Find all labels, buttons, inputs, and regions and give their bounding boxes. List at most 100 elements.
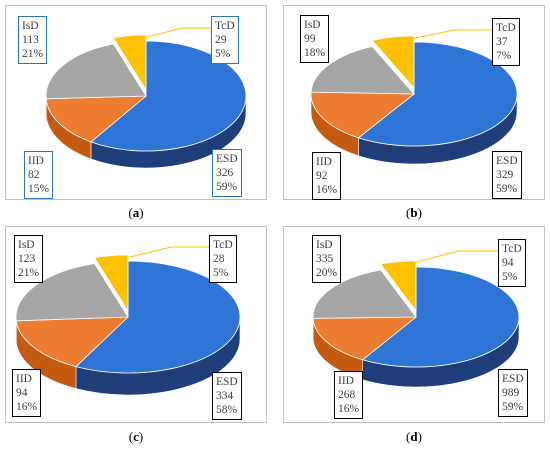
- label-tcd-d: TcD 94 5%: [498, 239, 526, 287]
- caption-c: (c): [128, 429, 144, 444]
- label-iid-b: IID 92 16%: [312, 152, 342, 200]
- slice-isd-a: [45, 43, 147, 100]
- label-tcd-d-percent: 5%: [502, 271, 518, 283]
- chart-panel-b: IsD 99 18% TcD 37 7% IID 92 16% ESD 329 …: [283, 5, 545, 200]
- label-isd-c-value: 123: [18, 253, 36, 265]
- chart-panel-d: IsD 335 20% TcD 94 5% IID 268 16% ESD 98…: [283, 226, 545, 423]
- caption-d-letter: d: [410, 429, 418, 444]
- label-isd-c-name: IsD: [18, 239, 35, 251]
- label-esd-b: ESD 329 59%: [492, 151, 522, 199]
- label-esd-c-percent: 58%: [216, 404, 238, 416]
- slice-tcd-a: [112, 34, 147, 92]
- label-tcd-d-name: TcD: [502, 243, 522, 255]
- label-esd-a: ESD 326 59%: [212, 149, 242, 197]
- leader-line-tcd-b: [394, 29, 494, 43]
- label-iid-b-percent: 16%: [316, 184, 338, 196]
- label-iid-d-value: 268: [338, 389, 356, 401]
- caption-d: (d): [406, 429, 422, 444]
- slice-iid-d: [312, 316, 418, 361]
- label-iid-a-percent: 15%: [28, 183, 50, 195]
- label-tcd-c-name: TcD: [213, 239, 233, 251]
- label-tcd-a-value: 29: [215, 34, 227, 46]
- leader-line-tcd-d: [399, 250, 500, 268]
- label-iid-c: IID 94 16%: [12, 369, 42, 417]
- label-esd-a-name: ESD: [216, 153, 238, 165]
- label-isd-c: IsD 123 21%: [14, 235, 44, 283]
- label-isd-d-value: 335: [316, 253, 334, 265]
- label-isd-b-name: IsD: [304, 19, 321, 31]
- label-isd-b-value: 99: [304, 33, 316, 45]
- slice-isd-c: [15, 263, 129, 322]
- label-esd-c-value: 334: [216, 390, 234, 402]
- caption-b-letter: b: [410, 205, 418, 220]
- caption-a-letter: a: [132, 205, 140, 220]
- label-isd-a-name: IsD: [22, 20, 39, 32]
- label-tcd-a: TcD 29 5%: [211, 16, 239, 64]
- slice-isd-b: [310, 46, 415, 95]
- label-isd-b: IsD 99 18%: [300, 15, 330, 63]
- label-iid-a: IID 82 15%: [24, 151, 54, 199]
- label-tcd-b-name: TcD: [496, 22, 516, 34]
- label-isd-a-percent: 21%: [22, 48, 44, 60]
- slice-tcd-c: [93, 254, 129, 313]
- label-iid-a-value: 82: [28, 169, 40, 181]
- label-esd-a-value: 326: [216, 167, 234, 179]
- chart-panel-c: IsD 123 21% TcD 28 5% IID 94 16% ESD 334…: [5, 226, 267, 423]
- slice-iid-c: [15, 316, 130, 368]
- label-tcd-c: TcD 28 5%: [209, 235, 237, 283]
- label-esd-b-percent: 59%: [496, 183, 518, 195]
- label-iid-c-value: 94: [16, 387, 28, 399]
- label-isd-c-percent: 21%: [18, 267, 40, 279]
- slice-esd-b: [357, 41, 518, 147]
- pie-chart-a: [45, 27, 247, 169]
- caption-a: (a): [128, 205, 144, 220]
- label-esd-b-name: ESD: [496, 155, 518, 167]
- label-isd-a: IsD 113 21%: [18, 16, 48, 64]
- label-esd-d-percent: 59%: [502, 401, 524, 413]
- slice-tcd-b: [371, 35, 415, 90]
- label-iid-c-percent: 16%: [16, 401, 38, 413]
- label-iid-d-name: IID: [338, 375, 354, 387]
- label-tcd-b-value: 37: [496, 36, 508, 48]
- label-esd-b-value: 329: [496, 169, 514, 181]
- label-esd-d-value: 989: [502, 387, 520, 399]
- slice-esd-d: [361, 266, 520, 368]
- caption-b: (b): [406, 205, 422, 220]
- label-iid-c-name: IID: [16, 373, 32, 385]
- label-iid-b-value: 92: [316, 170, 328, 182]
- label-tcd-c-percent: 5%: [213, 267, 229, 279]
- label-esd-a-percent: 59%: [216, 181, 238, 193]
- slice-esd-a: [90, 40, 247, 152]
- label-iid-b-name: IID: [316, 156, 332, 168]
- label-tcd-d-value: 94: [502, 257, 514, 269]
- label-tcd-b-percent: 7%: [496, 50, 512, 62]
- label-esd-d: ESD 989 59%: [498, 369, 528, 417]
- label-iid-d-percent: 16%: [338, 403, 360, 415]
- label-isd-d-name: IsD: [316, 239, 333, 251]
- leader-line-tcd-c: [112, 246, 211, 262]
- caption-c-letter: c: [133, 429, 139, 444]
- slice-esd-c: [75, 260, 241, 374]
- leader-line-tcd-a: [131, 27, 221, 42]
- label-tcd-b: TcD 37 7%: [492, 18, 520, 66]
- label-tcd-c-value: 28: [213, 253, 225, 265]
- slice-iid-a: [45, 95, 148, 143]
- label-esd-d-name: ESD: [502, 373, 524, 385]
- label-iid-a-name: IID: [28, 155, 44, 167]
- chart-panel-a: IsD 113 21% TcD 29 5% IID 82 15% ESD 326…: [5, 5, 267, 200]
- label-isd-d-percent: 20%: [316, 267, 338, 279]
- label-isd-d: IsD 335 20%: [312, 235, 342, 283]
- slice-iid-b: [310, 91, 416, 139]
- pie-chart-b: [310, 29, 518, 165]
- label-iid-d: IID 268 16%: [334, 371, 364, 419]
- pie-chart-d: [312, 250, 520, 388]
- label-esd-c: ESD 334 58%: [212, 372, 242, 420]
- label-esd-c-name: ESD: [216, 376, 238, 388]
- label-tcd-a-name: TcD: [215, 20, 235, 32]
- slice-isd-d: [312, 269, 417, 319]
- pie-chart-c: [15, 246, 241, 396]
- label-isd-a-value: 113: [22, 34, 39, 46]
- label-isd-b-percent: 18%: [304, 47, 326, 59]
- slice-tcd-d: [379, 260, 417, 313]
- label-tcd-a-percent: 5%: [215, 48, 231, 60]
